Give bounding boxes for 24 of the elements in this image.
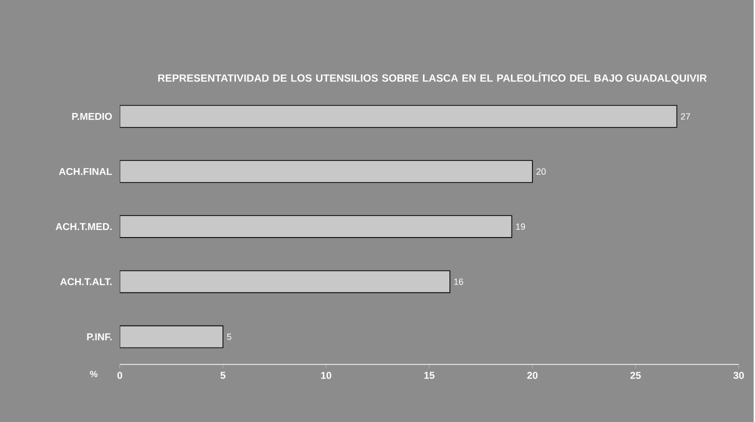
x-tick-label: 10 <box>321 372 332 379</box>
data-label: 16 <box>454 278 464 285</box>
bar <box>120 325 224 348</box>
y-tick-label: ACH.FINAL <box>58 168 112 175</box>
x-tick-label: 20 <box>527 372 538 379</box>
x-tick-label: 0 <box>117 372 122 379</box>
y-tick-label: P.MEDIO <box>72 112 112 120</box>
x-tick-label: 15 <box>424 372 435 379</box>
bar <box>120 215 512 238</box>
y-tick-label: ACH.T.ALT. <box>60 278 112 286</box>
data-label: 19 <box>516 223 526 230</box>
x-tick-label: 25 <box>630 372 641 379</box>
bar <box>120 104 678 128</box>
x-axis-title: % <box>90 370 98 378</box>
y-tick-label: ACH.T.MED. <box>56 222 112 230</box>
y-tick-label: P.INF. <box>87 333 112 340</box>
data-label: 5 <box>227 334 232 340</box>
x-tick-label: 5 <box>220 372 226 379</box>
data-label: 20 <box>536 168 546 175</box>
x-tick-label: 30 <box>733 372 744 379</box>
chart-title: REPRESENTATIVIDAD DE LOS UTENSILIOS SOBRE LASCA EN EL PALEOLÍTICO DEL BAJO GUADALQUIVIR <box>158 72 707 84</box>
data-label: 27 <box>680 113 690 120</box>
bar <box>120 160 533 183</box>
bar <box>120 270 450 293</box>
